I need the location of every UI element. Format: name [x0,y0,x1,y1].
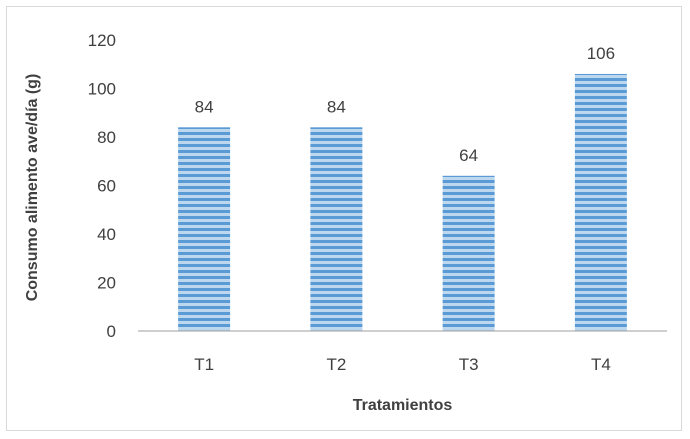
bar-t1 [178,127,231,331]
data-label-t2: 84 [327,97,346,116]
y-tick-label: 0 [107,322,116,341]
bar-t2 [310,127,363,331]
y-tick-label: 60 [97,177,116,196]
bar-t4 [574,73,627,331]
y-tick-label: 20 [97,274,116,293]
bars [178,73,627,331]
y-tick-label: 80 [97,128,116,147]
y-tick-label: 100 [88,80,116,99]
x-tick-label-t4: T4 [591,355,611,374]
data-label-t3: 64 [459,146,478,165]
x-tick-label-t2: T2 [326,355,346,374]
y-axis-title: Consumo alimento ave/día (g) [24,74,41,302]
y-tick-label: 120 [88,31,116,50]
y-axis-ticks: 0 20 40 60 80 100 120 [88,31,116,341]
x-axis-ticks: T1 T2 T3 T4 [194,355,611,374]
x-tick-label-t1: T1 [194,355,214,374]
data-label-t1: 84 [195,97,214,116]
y-tick-label: 40 [97,225,116,244]
data-label-t4: 106 [587,44,615,63]
x-axis-title: Tratamientos [353,397,453,414]
data-labels: 84 84 64 106 [195,44,615,165]
x-tick-label-t3: T3 [459,355,479,374]
bar-t3 [442,175,495,331]
